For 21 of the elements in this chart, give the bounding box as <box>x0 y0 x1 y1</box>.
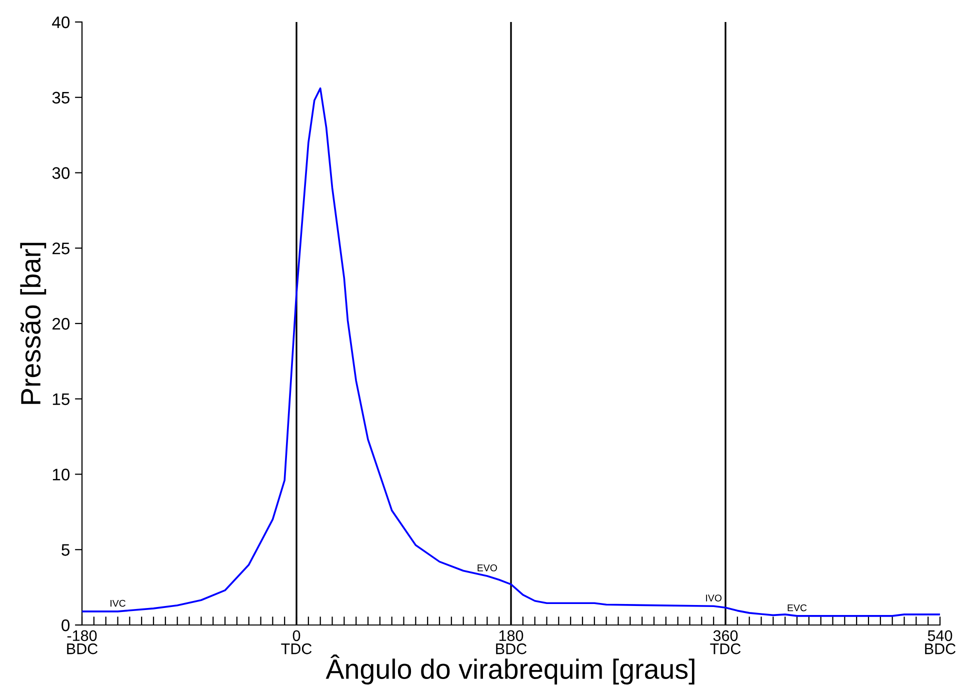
line-series <box>82 87 940 617</box>
y-axis-title: Pressão [bar] <box>20 242 46 404</box>
x-tick-label: 540 BDC <box>925 630 956 654</box>
y-tick-label: 10 <box>52 468 70 480</box>
y-tick-label: 40 <box>52 16 70 28</box>
annotation: EVO <box>478 564 497 572</box>
x-tick-label: 360 TDC <box>710 630 741 654</box>
y-tick-label: 5 <box>62 544 70 556</box>
y-tick-label: 30 <box>52 167 70 179</box>
annotation: IVO <box>706 594 722 602</box>
x-axis-title: Ângulo do virabrequim [graus] <box>326 654 694 685</box>
annotation: IVC <box>110 600 126 607</box>
y-tick-label: 20 <box>52 318 70 330</box>
x-tick-label: 180 BDC <box>496 630 527 654</box>
x-tick-label: 0 TDC <box>281 630 312 654</box>
x-tick-label: -180 BDC <box>67 630 98 654</box>
y-tick-label: 35 <box>52 92 70 104</box>
annotation: EVC <box>788 604 807 612</box>
y-tick-label: 25 <box>52 242 70 254</box>
y-tick-label: 15 <box>52 393 70 406</box>
y-tick-label: 0 <box>62 619 70 632</box>
